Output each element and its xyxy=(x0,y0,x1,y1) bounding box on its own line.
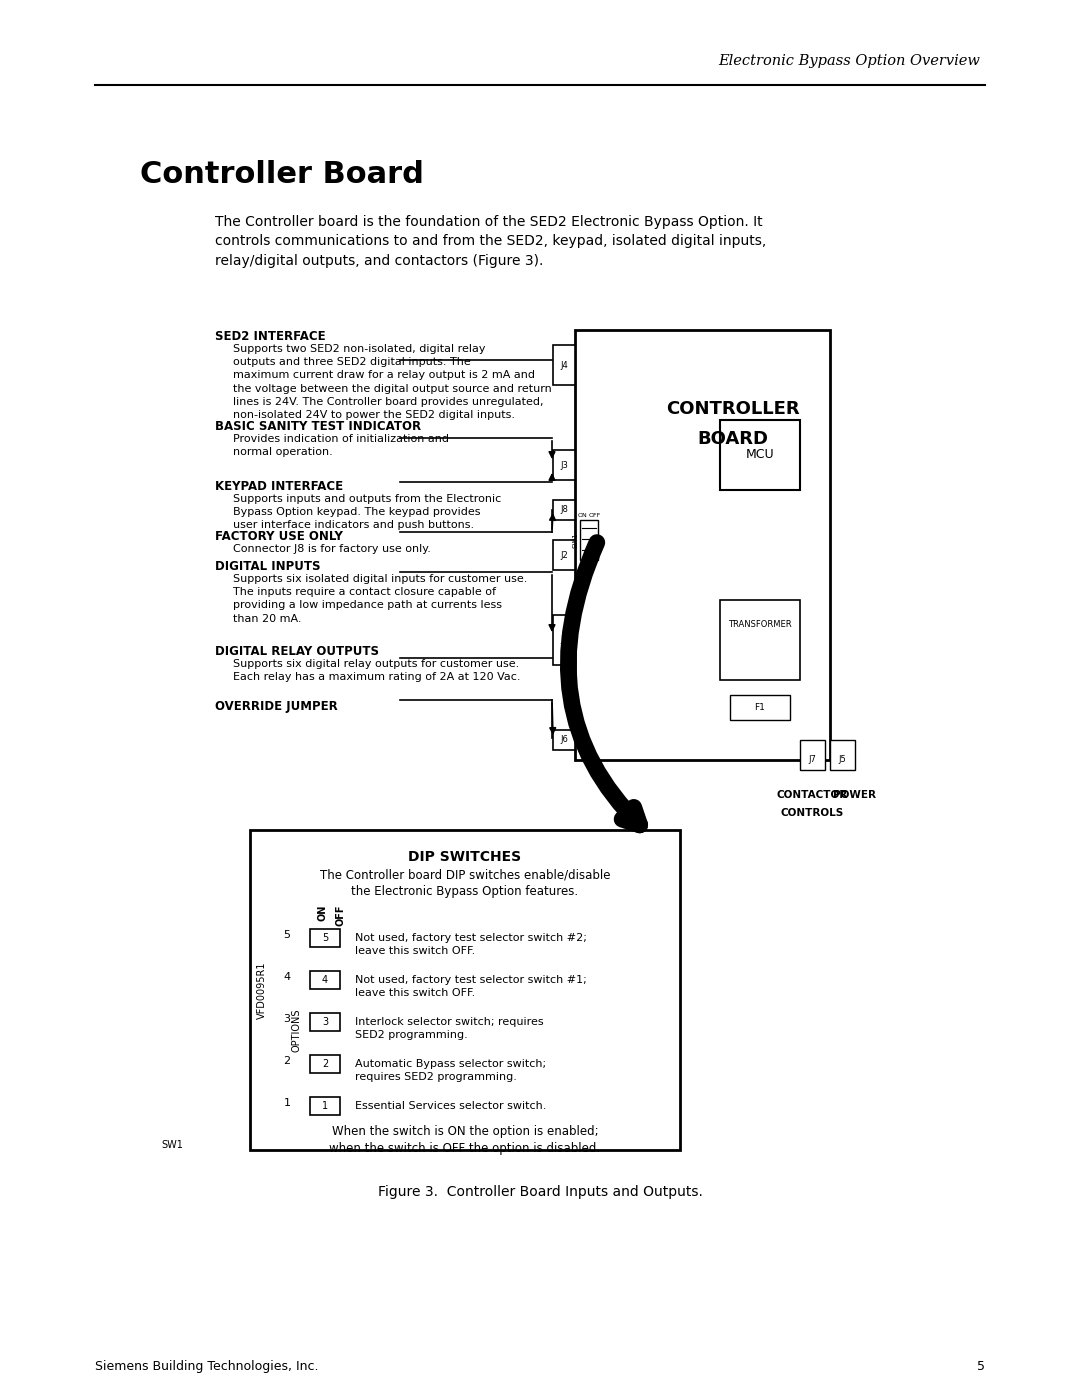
Text: J3: J3 xyxy=(561,461,568,469)
Text: FACTORY USE ONLY: FACTORY USE ONLY xyxy=(215,529,342,543)
Text: Controller Board: Controller Board xyxy=(140,161,423,189)
Text: Supports inputs and outputs from the Electronic
Bypass Option keypad. The keypad: Supports inputs and outputs from the Ele… xyxy=(233,495,501,531)
Text: 1: 1 xyxy=(283,1098,291,1108)
Text: KEYPAD INTERFACE: KEYPAD INTERFACE xyxy=(215,481,343,493)
Text: POWER: POWER xyxy=(834,789,877,800)
Text: SW1: SW1 xyxy=(572,532,578,548)
Text: Supports two SED2 non-isolated, digital relay
outputs and three SED2 digital inp: Supports two SED2 non-isolated, digital … xyxy=(233,344,552,420)
Text: Connector J8 is for factory use only.: Connector J8 is for factory use only. xyxy=(233,543,431,555)
Bar xyxy=(730,694,789,719)
Text: Provides indication of initialization and
normal operation.: Provides indication of initialization an… xyxy=(233,434,449,457)
Text: Interlock selector switch; requires
SED2 programming.: Interlock selector switch; requires SED2… xyxy=(355,1017,543,1039)
Text: BASIC SANITY TEST INDICATOR: BASIC SANITY TEST INDICATOR xyxy=(215,420,421,433)
Text: DIGITAL RELAY OUTPUTS: DIGITAL RELAY OUTPUTS xyxy=(215,645,379,658)
Text: F1: F1 xyxy=(755,703,766,712)
Bar xyxy=(249,830,680,1150)
Bar xyxy=(800,740,825,770)
Text: J4: J4 xyxy=(561,360,568,369)
Text: MCU: MCU xyxy=(745,448,774,461)
Text: 2: 2 xyxy=(322,1059,328,1069)
Bar xyxy=(310,1055,340,1073)
Bar xyxy=(553,500,575,520)
Bar xyxy=(720,599,800,680)
Text: VFD0095R1: VFD0095R1 xyxy=(257,961,267,1018)
Text: BOARD: BOARD xyxy=(697,430,768,448)
Text: The Controller board is the foundation of the SED2 Electronic Bypass Option. It
: The Controller board is the foundation o… xyxy=(215,215,766,268)
Bar xyxy=(553,450,575,481)
Text: Essential Services selector switch.: Essential Services selector switch. xyxy=(355,1101,546,1111)
Text: OFF: OFF xyxy=(335,905,345,926)
Text: Electronic Bypass Option Overview: Electronic Bypass Option Overview xyxy=(718,54,980,68)
Text: 2: 2 xyxy=(283,1056,291,1066)
Bar xyxy=(553,345,575,386)
Text: SW1: SW1 xyxy=(162,1140,184,1150)
Bar xyxy=(310,971,340,989)
Text: 4: 4 xyxy=(283,972,291,982)
Text: 5: 5 xyxy=(977,1361,985,1373)
Text: Figure 3.  Controller Board Inputs and Outputs.: Figure 3. Controller Board Inputs and Ou… xyxy=(378,1185,702,1199)
Text: TRANSFORMER: TRANSFORMER xyxy=(728,620,792,629)
Text: J1: J1 xyxy=(561,636,568,644)
Text: 3: 3 xyxy=(283,1014,291,1024)
Text: Siemens Building Technologies, Inc.: Siemens Building Technologies, Inc. xyxy=(95,1361,319,1373)
Text: Supports six isolated digital inputs for customer use.
The inputs require a cont: Supports six isolated digital inputs for… xyxy=(233,574,527,623)
Bar xyxy=(831,740,855,770)
Text: CONTACTOR: CONTACTOR xyxy=(777,789,848,800)
Text: OPTIONS: OPTIONS xyxy=(292,1009,302,1052)
Text: SED2 INTERFACE: SED2 INTERFACE xyxy=(215,330,326,344)
Text: CONTROLS: CONTROLS xyxy=(781,807,843,819)
Bar xyxy=(580,520,598,560)
Bar xyxy=(575,330,831,760)
Bar xyxy=(310,1013,340,1031)
Text: 4: 4 xyxy=(322,975,328,985)
Text: 3: 3 xyxy=(322,1017,328,1027)
Text: J7: J7 xyxy=(808,754,815,764)
Text: J5: J5 xyxy=(838,754,846,764)
Text: Not used, factory test selector switch #1;
leave this switch OFF.: Not used, factory test selector switch #… xyxy=(355,975,586,997)
Bar xyxy=(310,1097,340,1115)
Bar xyxy=(553,731,575,750)
Text: 5: 5 xyxy=(283,930,291,940)
Text: DIP SWITCHES: DIP SWITCHES xyxy=(408,849,522,863)
Text: J6: J6 xyxy=(561,735,568,745)
Bar xyxy=(553,541,575,570)
Text: 5: 5 xyxy=(322,933,328,943)
Text: 1: 1 xyxy=(322,1101,328,1111)
Text: CONTROLLER: CONTROLLER xyxy=(665,400,799,418)
Text: OVERRIDE JUMPER: OVERRIDE JUMPER xyxy=(215,700,338,712)
Text: Not used, factory test selector switch #2;
leave this switch OFF.: Not used, factory test selector switch #… xyxy=(355,933,586,956)
Text: ON: ON xyxy=(578,513,588,518)
Text: When the switch is ON the option is enabled;
when the switch is OFF the option i: When the switch is ON the option is enab… xyxy=(329,1125,600,1155)
Bar xyxy=(310,929,340,947)
Bar xyxy=(553,615,575,665)
Text: Supports six digital relay outputs for customer use.
Each relay has a maximum ra: Supports six digital relay outputs for c… xyxy=(233,659,521,682)
Text: J8: J8 xyxy=(561,506,568,514)
Text: Automatic Bypass selector switch;
requires SED2 programming.: Automatic Bypass selector switch; requir… xyxy=(355,1059,546,1081)
Bar xyxy=(720,420,800,490)
Text: J2: J2 xyxy=(561,550,568,560)
Text: The Controller board DIP switches enable/disable
the Electronic Bypass Option fe: The Controller board DIP switches enable… xyxy=(320,868,610,898)
Text: OFF: OFF xyxy=(589,513,602,518)
Text: DIGITAL INPUTS: DIGITAL INPUTS xyxy=(215,560,321,573)
Text: ON: ON xyxy=(318,905,328,922)
